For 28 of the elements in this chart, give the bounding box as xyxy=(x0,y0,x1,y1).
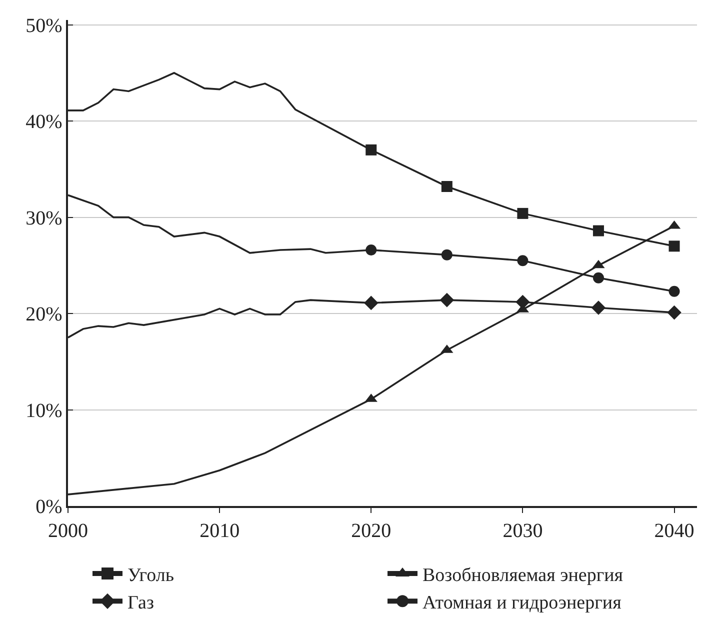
point xyxy=(517,208,528,219)
point xyxy=(517,255,528,266)
point xyxy=(366,244,377,256)
y-tick-label: 50% xyxy=(26,14,62,37)
x-tick-label: 2040 xyxy=(654,520,694,542)
point xyxy=(591,300,606,315)
y-tick-label: 0% xyxy=(36,496,62,518)
y-tick-label: 20% xyxy=(26,304,62,326)
point xyxy=(441,249,452,260)
legend-label: Газ xyxy=(128,592,154,614)
x-tick-label: 2010 xyxy=(200,520,240,542)
point xyxy=(440,292,454,308)
legend-label: Уголь xyxy=(128,564,174,586)
point xyxy=(592,272,604,284)
point xyxy=(668,240,680,252)
y-tick-label: 30% xyxy=(26,207,62,230)
x-tick-label: 2020 xyxy=(351,520,392,542)
legend-label: Возобновляемая энергия xyxy=(422,564,624,586)
x-tick-label: 2030 xyxy=(502,520,543,542)
y-tick-label: 40% xyxy=(26,111,62,134)
point xyxy=(366,144,377,156)
y-tick-label: 10% xyxy=(26,400,62,422)
point xyxy=(592,225,604,236)
point xyxy=(441,180,452,192)
point xyxy=(668,286,680,297)
point xyxy=(667,305,682,320)
legend-label: Атомная и гидроэнергия xyxy=(422,592,622,614)
x-tick-label: 2000 xyxy=(48,520,88,542)
